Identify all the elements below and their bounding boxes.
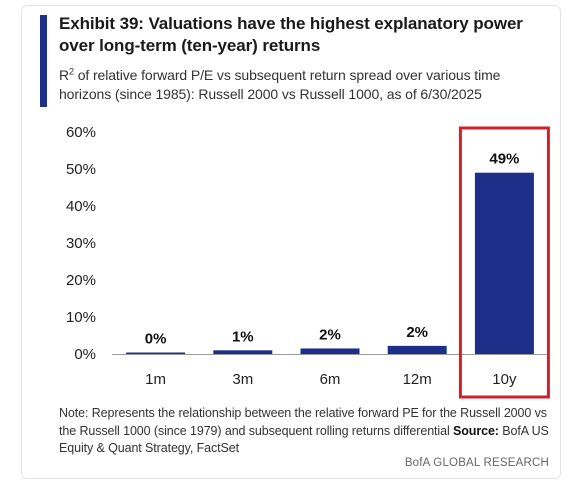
bar xyxy=(126,352,186,354)
subtitle-superscript: 2 xyxy=(69,66,74,77)
highlight-box xyxy=(458,126,550,399)
bar xyxy=(213,350,273,354)
y-tick-label: 30% xyxy=(66,235,96,252)
data-label: 2% xyxy=(406,324,428,341)
note-source-text: BofA US Equity & Quant Strategy, FactSet xyxy=(59,423,549,456)
bar xyxy=(387,345,447,354)
x-tick-label: 1m xyxy=(145,371,166,388)
y-tick-label: 50% xyxy=(66,161,96,178)
bar xyxy=(300,348,360,354)
exhibit-frame xyxy=(21,5,561,479)
bar xyxy=(474,172,534,354)
title-accent-bar xyxy=(40,15,47,107)
data-label: 2% xyxy=(319,326,341,343)
data-label: 0% xyxy=(145,331,167,348)
y-tick-label: 0% xyxy=(74,346,96,363)
x-tick-label: 3m xyxy=(232,371,253,388)
y-tick-label: 10% xyxy=(66,309,96,326)
x-tick-label: 12m xyxy=(403,371,432,388)
y-tick-label: 20% xyxy=(66,272,96,289)
footer-brand: BofA GLOBAL RESEARCH xyxy=(404,457,549,469)
data-label: 1% xyxy=(232,328,254,345)
note-text: Note: Represents the relationship betwee… xyxy=(59,406,547,438)
chart-note: Note: Represents the relationship betwee… xyxy=(59,405,549,458)
y-tick-label: 40% xyxy=(66,198,96,215)
subtitle-text: of relative forward P/E vs subsequent re… xyxy=(59,67,501,102)
note-source-label: Source: xyxy=(453,423,499,438)
exhibit-title: Exhibit 39: Valuations have the highest … xyxy=(59,14,523,55)
subtitle-r: R xyxy=(59,67,70,83)
exhibit-subtitle: R2 of relative forward P/E vs subsequent… xyxy=(59,66,549,104)
x-tick-label: 6m xyxy=(320,371,341,388)
data-label: 49% xyxy=(489,151,519,168)
x-tick-label: 10y xyxy=(492,371,517,388)
y-tick-label: 60% xyxy=(66,124,96,141)
